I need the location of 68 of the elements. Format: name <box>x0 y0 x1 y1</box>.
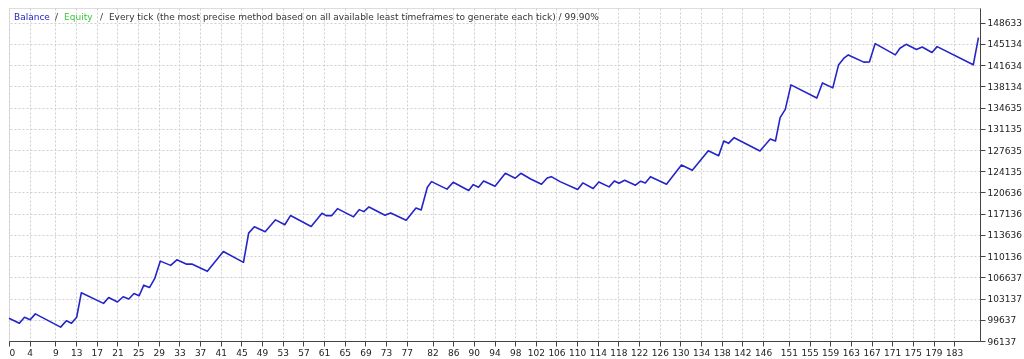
x-tick-label: 151 <box>780 347 798 358</box>
y-tick-label: 103137 <box>987 294 1022 305</box>
x-tick-label: 33 <box>174 347 186 358</box>
y-tick-label: 148633 <box>987 18 1022 29</box>
x-tick-label: 167 <box>863 347 881 358</box>
annotation: / <box>99 12 104 22</box>
x-tick-label: 146 <box>754 347 773 358</box>
x-tick-label: 183 <box>946 347 964 358</box>
text: Balance <box>14 12 51 22</box>
x-tick-label: 17 <box>91 347 104 358</box>
x-tick-label: 9 <box>53 347 60 358</box>
x-tick-label: 86 <box>447 347 460 358</box>
x-tick-label: 73 <box>380 347 393 358</box>
y-tick-label: 110136 <box>987 251 1023 262</box>
x-tick-label: 98 <box>509 347 522 358</box>
y-tick-label: 124135 <box>987 166 1022 177</box>
x-tick-label: 102 <box>527 347 545 358</box>
x-tick-label: 94 <box>489 347 501 358</box>
x-tick-label: 163 <box>842 347 860 358</box>
x-tick-label: 4 <box>27 347 34 358</box>
legend-label: Equity <box>64 12 94 22</box>
x-tick-label: 82 <box>427 347 439 358</box>
x-tick-label: 155 <box>801 347 819 358</box>
x-tick-label: 171 <box>884 347 902 358</box>
x-tick-label: 90 <box>468 347 481 358</box>
y-tick-label: 141634 <box>987 60 1023 71</box>
y-tick-label: 106637 <box>987 272 1022 283</box>
y-tick-label: 134635 <box>987 103 1022 114</box>
x-tick-label: 45 <box>236 347 248 358</box>
x-tick-label: 77 <box>401 347 413 358</box>
x-tick-label: 142 <box>734 347 752 358</box>
x-tick-label: 25 <box>132 347 145 358</box>
x-tick-label: 21 <box>112 347 124 358</box>
y-tick-label: 145134 <box>987 39 1023 50</box>
x-tick-label: 179 <box>925 347 943 358</box>
y-tick-label: 117136 <box>987 209 1023 220</box>
annotation: / <box>55 12 60 22</box>
x-tick-label: 175 <box>904 347 922 358</box>
line-series <box>8 36 980 328</box>
y-tick-label: 131135 <box>987 124 1022 135</box>
y-tick-label: 99637 <box>987 315 1017 326</box>
y-tick-label: 96137 <box>987 336 1017 347</box>
x-tick-label: 126 <box>651 347 670 358</box>
x-tick-label: 138 <box>713 347 732 358</box>
y-tick-label: 120636 <box>987 187 1023 198</box>
x-tick-label: 118 <box>610 347 628 358</box>
x-tick-label: 29 <box>153 347 166 358</box>
x-tick-label: 53 <box>277 347 289 358</box>
y-tick-label: 138134 <box>987 81 1023 92</box>
x-tick-label: 57 <box>298 347 310 358</box>
y-tick-label: 127635 <box>987 145 1022 156</box>
x-tick-label: 122 <box>631 347 649 358</box>
x-tick-label: 41 <box>215 347 227 358</box>
chart-title: Every tick (the most precise method based on all available least timeframes to generate each tick) / 99.90% <box>108 12 600 22</box>
x-tick-label: 49 <box>256 347 269 358</box>
x-tick-label: 110 <box>569 347 587 358</box>
x-tick-label: 13 <box>70 347 83 358</box>
x-tick-label: 61 <box>318 347 331 358</box>
x-tick-label: 69 <box>360 347 372 358</box>
x-tick-label: 0 <box>9 347 16 358</box>
x-tick-label: 159 <box>822 347 840 358</box>
y-tick-label: 113636 <box>987 230 1023 241</box>
x-tick-label: 37 <box>194 347 207 358</box>
x-tick-label: 134 <box>693 347 711 358</box>
x-tick-label: 114 <box>589 347 608 358</box>
x-tick-label: 65 <box>339 347 351 358</box>
x-tick-label: 106 <box>548 347 566 358</box>
x-tick-label: 130 <box>672 347 690 358</box>
